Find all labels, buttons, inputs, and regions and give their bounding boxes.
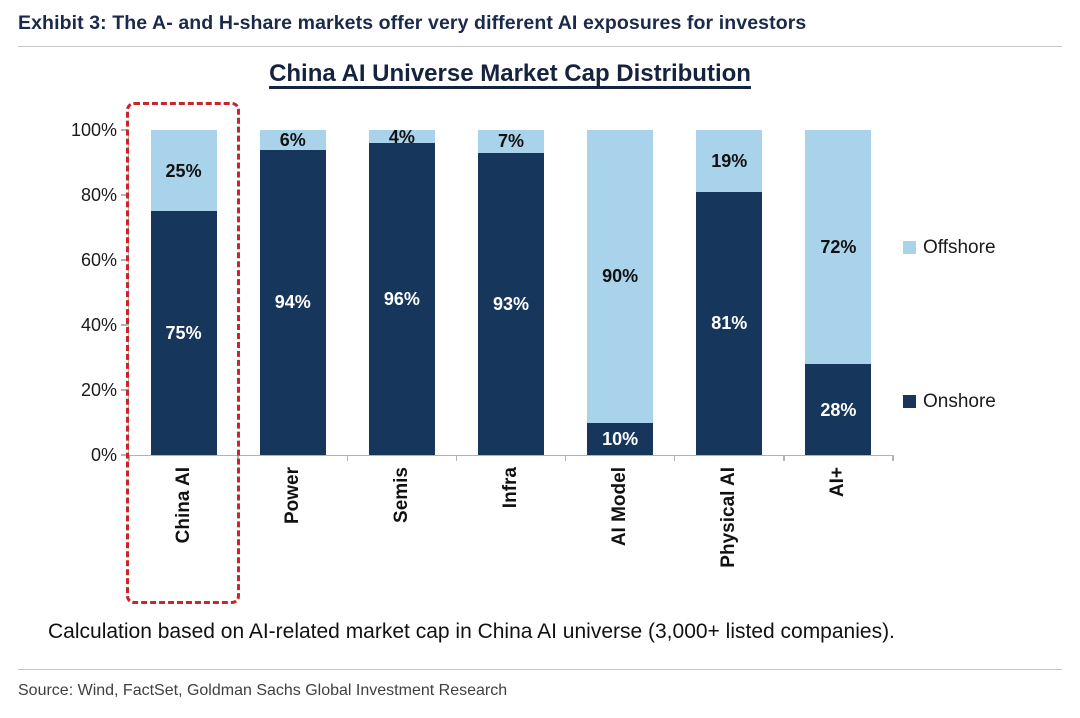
value-label-onshore-physical-ai: 81% [711, 313, 748, 334]
bar-physical-ai: 19% 81% Physical AI [696, 130, 763, 568]
bar-segment-offshore-physical-ai: 19% [696, 130, 763, 192]
y-axis-tickmark [120, 129, 128, 131]
value-label-offshore-infra: 7% [497, 131, 524, 152]
chart-title: China AI Universe Market Cap Distributio… [269, 60, 751, 87]
value-label-offshore-semis: 4% [388, 126, 415, 147]
y-axis-tickmark [120, 454, 128, 456]
china-ai-highlight-box [126, 102, 240, 604]
y-axis-tick-60: 60% [80, 250, 117, 270]
legend-item-onshore: Onshore [903, 392, 996, 411]
value-label-onshore-china-ai: 75% [165, 323, 202, 344]
bar-ai-model: 90% 10% AI Model [587, 130, 654, 546]
legend-item-offshore: Offshore [903, 238, 996, 257]
category-label-ai: AI+ [827, 467, 849, 498]
bar-segment-onshore-china-ai: 75% [150, 211, 217, 455]
value-label-onshore-infra: 93% [492, 293, 529, 314]
y-axis-tick-100: 100% [70, 120, 117, 140]
y-axis-tick-40: 40% [80, 315, 117, 335]
y-axis-tickmark [120, 324, 128, 326]
bar-segment-onshore-semis: 96% [368, 143, 435, 455]
bar-infra: 7% 93% Infra [477, 130, 544, 508]
bar-segment-onshore-infra: 93% [477, 152, 544, 455]
y-axis-tick-20: 20% [80, 380, 117, 400]
category-label-semis: Semis [390, 467, 412, 523]
bar-segment-onshore-ai: 28% [805, 364, 872, 455]
bar-segment-onshore-physical-ai: 81% [696, 191, 763, 455]
y-axis-tickmark [120, 194, 128, 196]
bar-semis: 4% 96% Semis [368, 126, 435, 523]
category-label-power: Power [281, 467, 303, 525]
onshore-legend-swatch-icon [903, 395, 916, 408]
offshore-legend-swatch-icon [903, 241, 916, 254]
bar-power: 6% 94% Power [259, 129, 326, 524]
value-label-offshore-ai: 72% [820, 237, 857, 257]
x-axis-tickmark [564, 455, 567, 461]
footer-divider [18, 669, 1062, 670]
value-label-offshore-physical-ai: 19% [711, 150, 748, 171]
bar-segment-offshore-china-ai: 25% [150, 130, 217, 212]
x-axis-tickmark [783, 455, 785, 461]
category-label-ai-model: AI Model [609, 467, 631, 547]
y-axis-tickmark [120, 259, 128, 261]
legend-label-onshore: Onshore [923, 391, 996, 412]
bar-segment-offshore-infra: 7% [477, 130, 544, 153]
header-divider [18, 46, 1062, 47]
source-line: Source: Wind, FactSet, Goldman Sachs Glo… [18, 682, 508, 699]
bar-segment-onshore-ai-model: 10% [587, 422, 654, 455]
bar-segment-onshore-power: 94% [259, 149, 326, 455]
footnote: Calculation based on AI-related market c… [48, 620, 895, 643]
category-label-infra: Infra [499, 467, 521, 509]
bar-china-ai: 25% 75% China AI [150, 130, 217, 543]
value-label-onshore-semis: 96% [383, 289, 420, 309]
bar-segment-offshore-ai: 72% [805, 130, 872, 364]
exhibit-title: Exhibit 3: The A- and H-share markets of… [18, 12, 807, 34]
y-axis-tickmark [120, 389, 128, 391]
x-axis-tickmark [892, 455, 894, 461]
legend-label-offshore: Offshore [923, 237, 996, 258]
value-label-onshore-power: 94% [274, 292, 311, 313]
y-axis-tick-0: 0% [90, 445, 117, 465]
value-label-onshore-ai-model: 10% [602, 428, 639, 449]
bars-container: 25% 75% China AI 6% 94% Power 4% 96% Semis 7% 93% I… [129, 126, 893, 568]
bar-segment-offshore-ai-model: 90% [587, 130, 654, 423]
y-axis-tick-80: 80% [80, 185, 117, 205]
bar-ai: 72% 28% AI+ [805, 130, 872, 497]
x-axis-tickmark [455, 455, 458, 461]
value-label-offshore-china-ai: 25% [165, 160, 202, 181]
value-label-offshore-power: 6% [279, 129, 306, 150]
category-label-physical-ai: Physical AI [718, 467, 740, 568]
x-axis-tickmark [346, 455, 349, 461]
bar-segment-offshore-semis: 4% [368, 126, 435, 147]
plot-area: 25% 75% China AI 6% 94% Power 4% 96% Semis 7% 93% I… [71, 121, 894, 568]
bar-segment-offshore-power: 6% [259, 129, 326, 150]
value-label-offshore-ai-model: 90% [602, 266, 639, 287]
value-label-onshore-ai: 28% [820, 399, 857, 420]
x-axis-tickmark [128, 455, 130, 461]
x-axis-tickmark [673, 455, 676, 461]
